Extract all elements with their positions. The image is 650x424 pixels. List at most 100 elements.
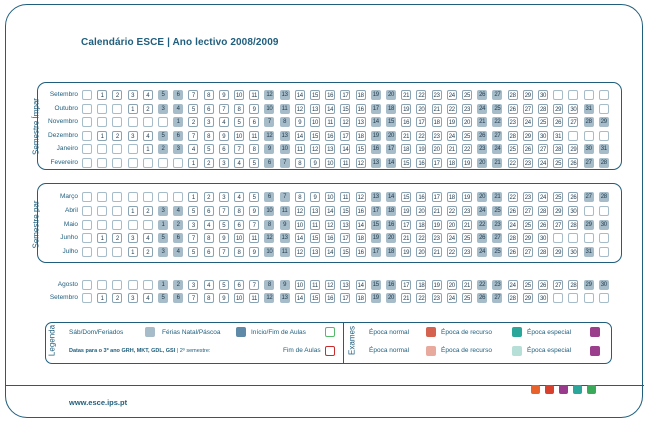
day-cell: 27 [492, 90, 503, 100]
month-label: Outubro [54, 104, 79, 112]
legend-holiday-swatch [236, 327, 246, 337]
day-cell: 24 [477, 103, 488, 114]
day-cell: 1 [127, 205, 138, 216]
day-cell: 7 [249, 219, 260, 230]
day-cell: 29 [598, 117, 609, 127]
day-cell: 5 [249, 157, 260, 168]
day-cell: 22 [446, 103, 457, 114]
day-cell: 27 [583, 157, 594, 168]
day-cell: 17 [431, 192, 442, 202]
legend-recurso-label: Época de recurso [441, 329, 492, 336]
day-cell: 19 [370, 130, 381, 141]
day-cell: 8 [294, 192, 305, 202]
day-cell: 22 [416, 293, 427, 303]
day-cell: 13 [310, 103, 320, 114]
day-cell: 25 [553, 157, 564, 168]
day-cell: 28 [598, 157, 609, 168]
day-cell: 10 [294, 219, 305, 230]
day-cell: 10 [234, 130, 244, 141]
day-cell: 5 [188, 247, 199, 258]
day-cell: 12 [325, 219, 336, 230]
day-cell: 11 [249, 293, 260, 303]
day-cell: 31 [583, 103, 594, 114]
day-cell: 19 [462, 157, 472, 168]
day-cell [82, 117, 92, 127]
legend-recurso-swatch-2 [512, 346, 522, 356]
day-cell [583, 130, 594, 141]
day-cell: 12 [264, 293, 275, 303]
day-cell: 4 [173, 103, 184, 114]
day-cell: 10 [325, 192, 336, 202]
day-cell [142, 192, 153, 202]
day-cell: 5 [218, 219, 229, 230]
day-cell: 20 [446, 280, 457, 290]
day-cell: 9 [218, 130, 229, 141]
month-label: Março [59, 193, 78, 200]
day-cell: 6 [249, 117, 260, 127]
day-cell: 5 [218, 280, 229, 290]
day-cell: 17 [401, 219, 412, 230]
day-cell [127, 192, 138, 202]
day-cell [568, 293, 579, 303]
day-cell: 9 [310, 192, 320, 202]
day-cell: 16 [386, 280, 396, 290]
day-cell: 10 [325, 157, 336, 168]
day-cell: 20 [416, 205, 427, 216]
day-cell: 15 [370, 280, 381, 290]
day-cell: 6 [173, 293, 184, 303]
day-cell: 11 [249, 90, 260, 100]
day-cell [82, 280, 92, 290]
day-cell: 23 [431, 293, 442, 303]
day-cell: 3 [173, 144, 184, 154]
day-cell: 6 [173, 130, 184, 141]
day-cell: 18 [355, 90, 366, 100]
day-cell: 21 [431, 247, 442, 258]
day-cell: 10 [264, 103, 275, 114]
day-cell: 5 [188, 205, 199, 216]
day-cell: 8 [203, 293, 214, 303]
day-cell: 16 [325, 90, 336, 100]
day-cell: 23 [462, 247, 472, 258]
day-cell [598, 205, 609, 216]
legend-start-end-label: Início/Fim de Aulas [251, 329, 306, 336]
day-cell: 8 [249, 144, 260, 154]
day-cell: 9 [294, 117, 305, 127]
day-cell: 5 [158, 293, 168, 303]
day-cell [583, 293, 594, 303]
day-cell [82, 144, 92, 154]
day-cell: 19 [431, 219, 442, 230]
day-cell: 8 [264, 280, 275, 290]
day-cell: 5 [249, 192, 260, 202]
day-cell: 7 [188, 233, 199, 244]
day-cell: 2 [112, 293, 123, 303]
day-cell: 30 [538, 293, 548, 303]
day-cell [112, 144, 123, 154]
day-cell: 6 [173, 233, 184, 244]
day-cell: 29 [522, 233, 533, 244]
day-cell: 20 [416, 103, 427, 114]
day-cell: 23 [431, 130, 442, 141]
day-cell: 19 [446, 117, 457, 127]
day-cell: 1 [97, 90, 108, 100]
day-cell: 1 [127, 247, 138, 258]
day-cell: 14 [386, 192, 396, 202]
day-cell: 24 [446, 233, 457, 244]
day-cell: 27 [553, 280, 564, 290]
day-cell: 26 [522, 144, 533, 154]
day-cell: 21 [401, 90, 412, 100]
day-cell [583, 90, 594, 100]
day-cell: 2 [158, 144, 168, 154]
day-cell [97, 157, 108, 168]
day-cell: 5 [158, 130, 168, 141]
website-link[interactable]: www.esce.ips.pt [69, 398, 128, 407]
legend-note-bold: Datas para o 3º ano GRH, MKT, GDL, GSI [69, 348, 176, 354]
month-label: Fevereiro [50, 158, 78, 166]
day-cell: 20 [431, 144, 442, 154]
legend-fim-label: Fim de Aulas [283, 347, 321, 354]
day-cell: 17 [340, 90, 351, 100]
day-cell [142, 219, 153, 230]
brand-dot [559, 385, 568, 394]
day-cell: 21 [462, 280, 472, 290]
day-cell: 6 [234, 219, 244, 230]
day-cell: 21 [401, 130, 412, 141]
